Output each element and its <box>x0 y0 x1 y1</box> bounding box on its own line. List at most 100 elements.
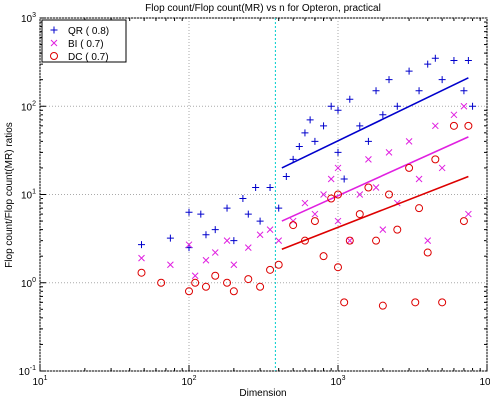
point <box>275 204 283 212</box>
tick-label: 103 <box>330 375 345 388</box>
tick-exponent: 3 <box>342 375 346 382</box>
point <box>229 287 238 296</box>
point <box>202 231 210 239</box>
point <box>311 137 319 145</box>
point <box>450 56 458 64</box>
point <box>211 249 219 256</box>
point <box>244 210 252 218</box>
point <box>372 236 381 245</box>
point <box>334 190 342 199</box>
point <box>438 298 447 307</box>
point <box>459 217 468 226</box>
point <box>202 256 210 264</box>
chart-title: Flop count/Flop count(MR) vs n for Opter… <box>145 3 381 14</box>
tick-base: 10 <box>32 377 44 388</box>
tick-exponent: 1 <box>44 375 48 382</box>
point <box>289 217 297 225</box>
point <box>345 236 354 245</box>
legend-label: BI ( 0.7) <box>68 39 104 50</box>
tick-exponent: -1 <box>30 365 36 372</box>
point <box>385 190 394 199</box>
point <box>450 111 458 119</box>
point <box>191 272 199 280</box>
point <box>252 184 260 192</box>
point <box>201 282 210 291</box>
point <box>230 237 238 245</box>
tick-exponent: 3 <box>32 12 36 19</box>
point <box>295 142 303 150</box>
point <box>372 87 380 95</box>
point <box>372 184 380 191</box>
tick-base: 10 <box>479 377 490 388</box>
point <box>266 184 274 192</box>
point <box>266 226 274 233</box>
point <box>223 278 232 287</box>
point <box>138 254 145 262</box>
point <box>438 164 446 172</box>
point <box>320 122 328 130</box>
point <box>185 241 193 249</box>
point <box>211 226 219 234</box>
point <box>385 76 393 84</box>
point <box>385 149 393 156</box>
point <box>320 191 327 198</box>
point <box>274 260 283 269</box>
point <box>334 263 342 272</box>
point <box>340 298 349 307</box>
point <box>469 102 477 110</box>
point <box>306 116 314 124</box>
point <box>185 287 193 296</box>
tick-label: 101 <box>21 189 36 202</box>
point <box>256 282 265 291</box>
tick-label: 101 <box>32 375 47 388</box>
point <box>423 248 432 257</box>
point <box>355 210 364 219</box>
point <box>340 175 348 183</box>
tick-base: 10 <box>19 367 31 378</box>
point <box>327 102 335 110</box>
point <box>346 237 354 244</box>
point <box>431 54 439 62</box>
point <box>449 121 458 130</box>
fit-line <box>281 136 469 222</box>
point <box>415 204 424 213</box>
point <box>415 87 423 95</box>
point <box>327 194 336 203</box>
point <box>431 155 440 164</box>
point <box>424 60 432 68</box>
tick-label: 102 <box>181 375 196 388</box>
legend-label: DC ( 0.7) <box>68 52 109 63</box>
tick-exponent: 2 <box>193 375 197 382</box>
point <box>166 234 174 242</box>
point <box>365 156 372 163</box>
point <box>405 163 414 172</box>
point <box>223 204 231 212</box>
point <box>405 138 413 145</box>
point <box>244 244 252 251</box>
y-axis-label: Flop count/Flop count(MR) ratios <box>4 122 15 268</box>
point <box>415 175 423 183</box>
point <box>157 278 166 287</box>
point <box>319 252 328 261</box>
point <box>256 217 264 225</box>
point <box>266 265 275 274</box>
point <box>282 172 290 180</box>
point <box>378 301 387 310</box>
point <box>239 195 247 203</box>
point <box>137 268 146 277</box>
tick-base: 10 <box>21 14 33 25</box>
point <box>327 175 335 183</box>
point <box>460 102 468 110</box>
tick-exponent: 0 <box>32 277 36 284</box>
point <box>275 237 283 244</box>
point <box>393 225 402 234</box>
point <box>185 208 193 216</box>
legend-label: QR ( 0.8) <box>68 26 109 37</box>
tick-base: 10 <box>330 377 342 388</box>
point <box>197 210 205 218</box>
point <box>364 183 373 192</box>
point <box>356 191 364 198</box>
point <box>379 226 387 233</box>
